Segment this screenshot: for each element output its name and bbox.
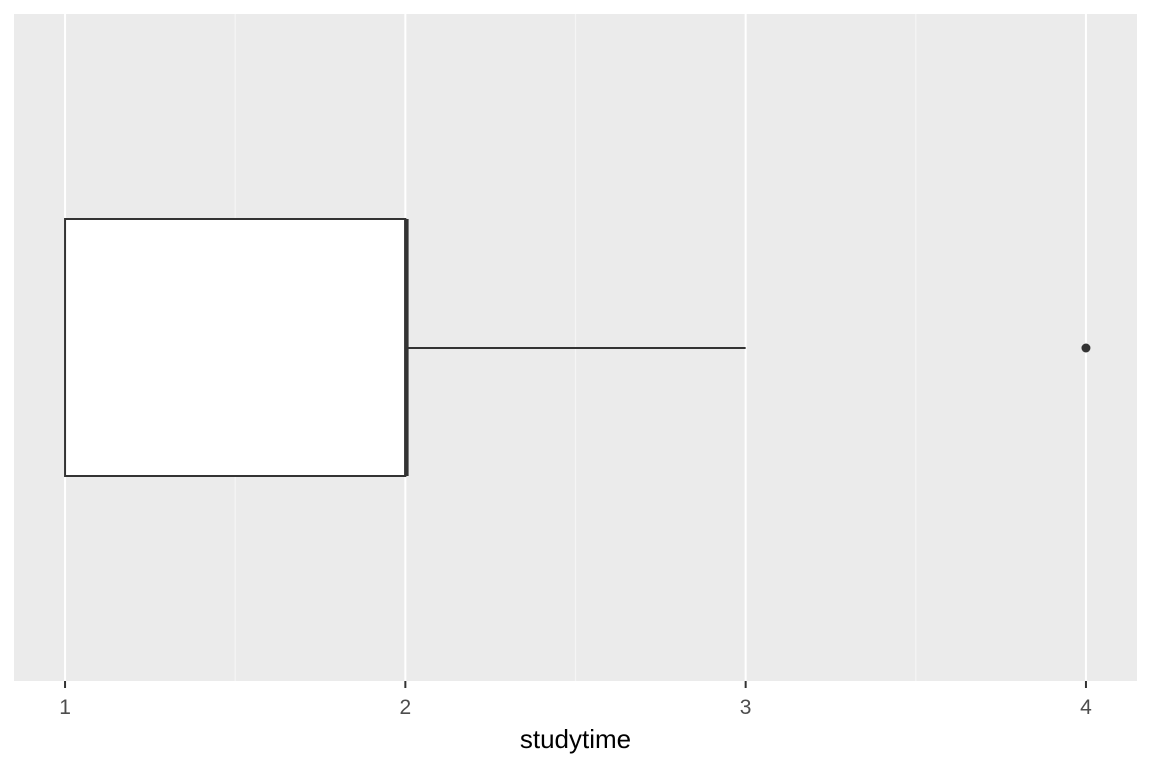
x-tick-label: 4 (1080, 696, 1092, 719)
x-axis-ticks (64, 681, 1087, 688)
outlier-point (1081, 343, 1091, 353)
x-axis-tick-labels: 1 2 3 4 (59, 696, 1092, 719)
x-tick-label: 3 (740, 696, 752, 719)
x-tick-label: 2 (400, 696, 412, 719)
x-tick-label: 1 (59, 696, 71, 719)
box-iqr (64, 218, 407, 477)
boxplot (64, 218, 1091, 477)
x-axis-title: studytime (520, 724, 631, 754)
